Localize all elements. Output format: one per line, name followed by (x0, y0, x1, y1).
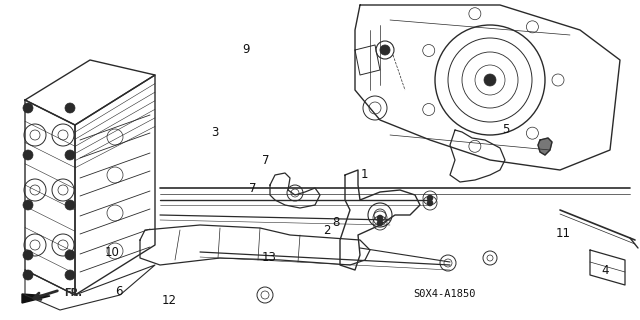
Text: 3: 3 (211, 126, 218, 139)
Circle shape (23, 270, 33, 280)
Circle shape (65, 270, 75, 280)
Circle shape (427, 200, 433, 206)
Circle shape (377, 220, 383, 226)
Text: 7: 7 (262, 154, 269, 166)
Text: 1: 1 (361, 168, 369, 181)
Text: 2: 2 (323, 224, 330, 237)
Circle shape (427, 195, 433, 201)
Circle shape (23, 103, 33, 113)
Text: 10: 10 (104, 246, 120, 259)
Text: 6: 6 (115, 285, 122, 298)
Text: 5: 5 (502, 123, 509, 136)
Circle shape (484, 74, 496, 86)
Polygon shape (538, 138, 552, 155)
Circle shape (65, 103, 75, 113)
Text: 4: 4 (601, 264, 609, 277)
Text: 13: 13 (261, 251, 276, 264)
Circle shape (65, 250, 75, 260)
Text: 11: 11 (556, 227, 571, 240)
Circle shape (65, 200, 75, 210)
Circle shape (380, 45, 390, 55)
Circle shape (23, 250, 33, 260)
Circle shape (23, 150, 33, 160)
Text: 12: 12 (162, 294, 177, 307)
Polygon shape (22, 294, 50, 303)
Circle shape (377, 215, 383, 221)
Text: 7: 7 (249, 182, 257, 195)
Circle shape (23, 200, 33, 210)
Text: FR.: FR. (64, 288, 82, 298)
Circle shape (65, 150, 75, 160)
Text: 9: 9 (243, 43, 250, 56)
Text: 8: 8 (332, 216, 340, 229)
Text: S0X4-A1850: S0X4-A1850 (413, 289, 476, 300)
